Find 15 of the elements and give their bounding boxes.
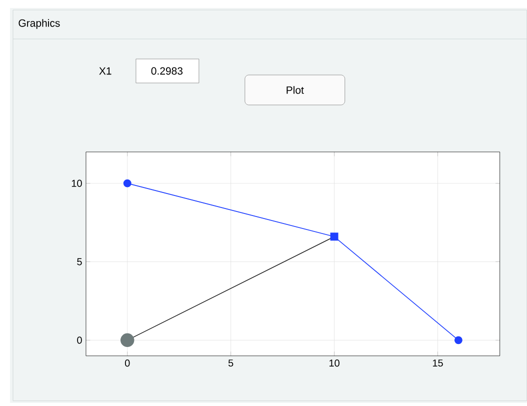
point [454, 336, 462, 344]
text: Plot [286, 86, 304, 94]
x-tick-label: 5 [228, 360, 234, 367]
y-tick-label: 5 [77, 258, 82, 266]
y-tick-label: 10 [72, 180, 82, 187]
point [120, 333, 134, 348]
point [330, 232, 338, 241]
y-tick-label: 0 [77, 336, 82, 344]
text: 0.2983 [151, 67, 183, 75]
text: X1 [99, 67, 112, 75]
x-tick-label: 0 [124, 360, 130, 367]
x-tick-label: 15 [432, 360, 443, 367]
point [123, 179, 132, 188]
chart-title: Graphics [18, 19, 60, 29]
x-tick-label: 10 [329, 360, 340, 367]
